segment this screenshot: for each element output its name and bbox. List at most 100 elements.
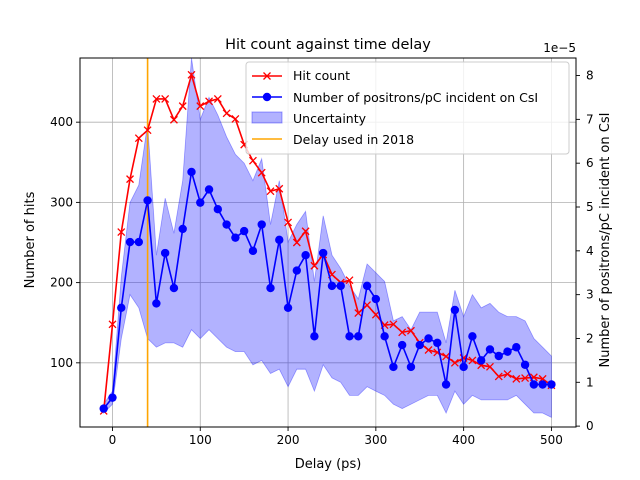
positrons-marker <box>345 332 354 341</box>
hit-count-marker <box>222 109 231 118</box>
positrons-marker <box>231 233 240 242</box>
y-axis-right-title: Number of positrons/pC incident on CsI <box>598 113 613 368</box>
positrons-marker <box>468 332 477 341</box>
positrons-marker <box>520 360 530 369</box>
hit-count-marker <box>152 94 161 103</box>
hit-count-marker <box>354 309 363 318</box>
positrons-marker <box>152 299 161 308</box>
y-right-tick-label: 3 <box>586 288 594 302</box>
legend-label-uncertainty: Uncertainty <box>293 111 367 126</box>
hit-count-line <box>102 71 552 412</box>
hit-count-marker <box>205 97 214 106</box>
positrons-marker <box>450 305 460 315</box>
positrons-marker <box>547 380 556 389</box>
positrons-marker <box>503 347 512 356</box>
legend-box <box>245 61 570 155</box>
y-right-tick-label: 4 <box>586 244 594 258</box>
positrons-marker <box>301 251 310 260</box>
axis-ticks: 0 100 200 300 400 500 100 200 300 400 0 1 2 3 4 5 6 7 8 <box>50 69 594 447</box>
legend-marker-positrons <box>262 92 272 102</box>
y-tick-label: 200 <box>50 276 73 290</box>
positrons-marker <box>134 237 144 247</box>
hit-count-marker <box>108 320 117 329</box>
legend-label-hit-count: Hit count <box>293 68 350 83</box>
hit-count-marker <box>424 346 433 354</box>
positrons-marker <box>266 283 275 293</box>
hit-count-marker <box>389 320 398 329</box>
x-tick-label: 400 <box>452 433 475 447</box>
x-tick-label: 200 <box>277 433 300 447</box>
legend-label-positrons: Number of positrons/pC incident on CsI <box>293 90 538 105</box>
uncertainty-band-layer <box>103 57 552 419</box>
positrons-marker <box>160 248 170 258</box>
positrons-marker <box>204 185 214 194</box>
positrons-marker <box>380 332 389 341</box>
positrons-marker <box>318 248 328 258</box>
hit-count-marker <box>169 115 178 124</box>
hit-count-marker <box>196 102 205 111</box>
hit-count-marker <box>213 94 222 103</box>
positrons-marker <box>292 266 302 275</box>
hit-count-marker <box>275 184 284 193</box>
positrons-marker <box>336 281 345 291</box>
hit-count-marker <box>266 187 275 196</box>
y-right-tick-label: 5 <box>586 200 594 214</box>
positrons-marker <box>275 235 284 245</box>
positrons-marker <box>117 303 126 312</box>
hit-count-marker <box>143 126 152 135</box>
hit-count-marker <box>117 228 126 237</box>
x-tick-label: 0 <box>109 433 117 447</box>
hit-count-marker <box>450 358 459 367</box>
positrons-marker <box>178 224 187 234</box>
hit-count-marker <box>292 238 301 247</box>
positrons-marker <box>538 380 547 389</box>
y-right-tick-label: 0 <box>586 419 594 433</box>
hit-count-marker <box>468 356 477 365</box>
y-tick-label: 300 <box>50 195 73 209</box>
positrons-marker <box>283 303 293 312</box>
hit-count-marker <box>257 168 266 177</box>
uncertainty-band <box>103 57 552 419</box>
positrons-marker <box>239 226 249 236</box>
hit-count-marker <box>406 326 415 335</box>
y-right-tick-label: 1 <box>586 375 594 389</box>
hit-count-marker <box>187 70 196 79</box>
legend-marker-hit-count <box>263 72 271 80</box>
positrons-marker <box>441 380 451 389</box>
positrons-marker <box>424 334 433 343</box>
positrons-marker <box>433 338 442 348</box>
positrons-marker <box>371 294 381 304</box>
x-tick-label: 500 <box>540 433 563 447</box>
positrons-marker <box>125 237 135 247</box>
positrons-marker <box>354 332 363 341</box>
hit-count-marker <box>521 374 530 383</box>
positrons-marker <box>389 362 398 372</box>
x-axis-title: Delay (ps) <box>295 457 362 472</box>
positrons-marker <box>485 345 495 354</box>
positrons-marker <box>310 332 319 341</box>
hit-count-marker <box>161 94 170 103</box>
positrons-marker <box>213 204 223 214</box>
hit-count-marker <box>134 134 143 143</box>
hit-count-marker <box>345 276 354 285</box>
hit-count-marker <box>301 227 310 236</box>
y-right-tick-label: 8 <box>586 69 594 83</box>
positrons-marker <box>196 198 205 207</box>
positrons-marker <box>187 167 196 177</box>
positrons-marker <box>143 196 152 205</box>
series-layer <box>99 58 556 427</box>
right-axis-multiplier: 1e−5 <box>543 41 576 55</box>
positrons-marker <box>476 356 486 365</box>
y-tick-label: 100 <box>50 356 73 370</box>
positrons-marker <box>415 340 424 350</box>
positrons-marker <box>529 380 539 389</box>
plot-area-frame <box>79 57 577 428</box>
y-tick-label: 400 <box>50 115 73 129</box>
positrons-marker <box>99 404 108 413</box>
hit-count-marker <box>494 372 503 381</box>
chart-title: Hit count against time delay <box>225 37 431 53</box>
positrons-marker <box>494 351 503 361</box>
hit-count-marker <box>231 115 240 123</box>
